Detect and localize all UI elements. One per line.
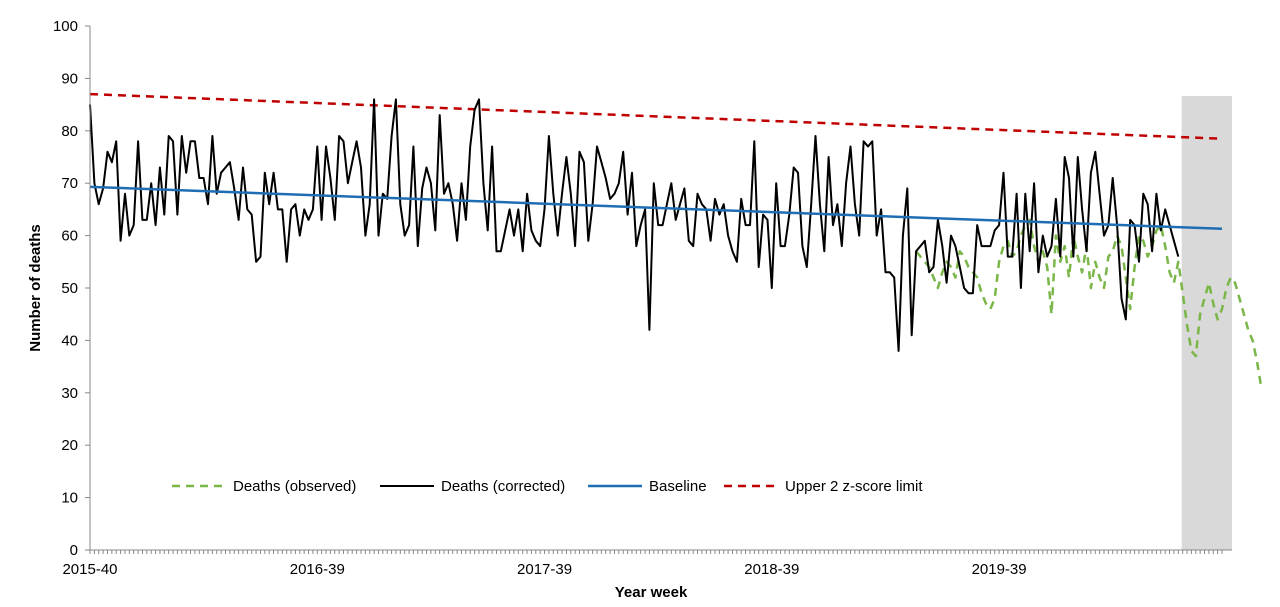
- y-tick-label: 10: [61, 490, 78, 507]
- y-tick-label: 20: [61, 437, 78, 454]
- series-lines: [89, 92, 1263, 388]
- x-axis-title: Year week: [615, 584, 688, 601]
- y-tick-label: 0: [70, 542, 78, 559]
- x-tick-label: 2019-39: [972, 561, 1027, 578]
- y-tick-label: 70: [61, 175, 78, 192]
- y-axis-ticks: 0 10 20 30 40 50 60 70 80 90 100: [53, 18, 90, 559]
- x-tick-label: 2017-39: [517, 561, 572, 578]
- y-tick-label: 100: [53, 18, 78, 35]
- y-tick-label: 60: [61, 228, 78, 245]
- legend: Deaths (observed) Deaths (corrected) Basel…: [172, 478, 923, 495]
- shaded-recent-region: [1181, 96, 1232, 550]
- y-tick-label: 50: [61, 280, 78, 297]
- x-axis-ticks: 2015-40 2016-39 2017-39 2018-39 2019-39: [62, 550, 1223, 578]
- y-tick-label: 80: [61, 123, 78, 140]
- x-tick-label: 2016-39: [290, 561, 345, 578]
- x-tick-label: 2015-40: [62, 561, 117, 578]
- x-tick-label: 2018-39: [744, 561, 799, 578]
- y-axis-title: Number of deaths: [27, 224, 44, 352]
- series-line-upper-2-z-score-limit: [89, 92, 1223, 140]
- y-tick-label: 30: [61, 385, 78, 402]
- y-tick-label: 90: [61, 70, 78, 87]
- legend-label: Deaths (observed): [233, 478, 356, 495]
- legend-label: Upper 2 z-score limit: [785, 478, 923, 495]
- y-tick-label: 40: [61, 332, 78, 349]
- legend-label: Deaths (corrected): [441, 478, 565, 495]
- series-line-deaths-corrected: [89, 98, 1180, 352]
- legend-label: Baseline: [649, 478, 707, 495]
- series-line-baseline: [89, 185, 1223, 231]
